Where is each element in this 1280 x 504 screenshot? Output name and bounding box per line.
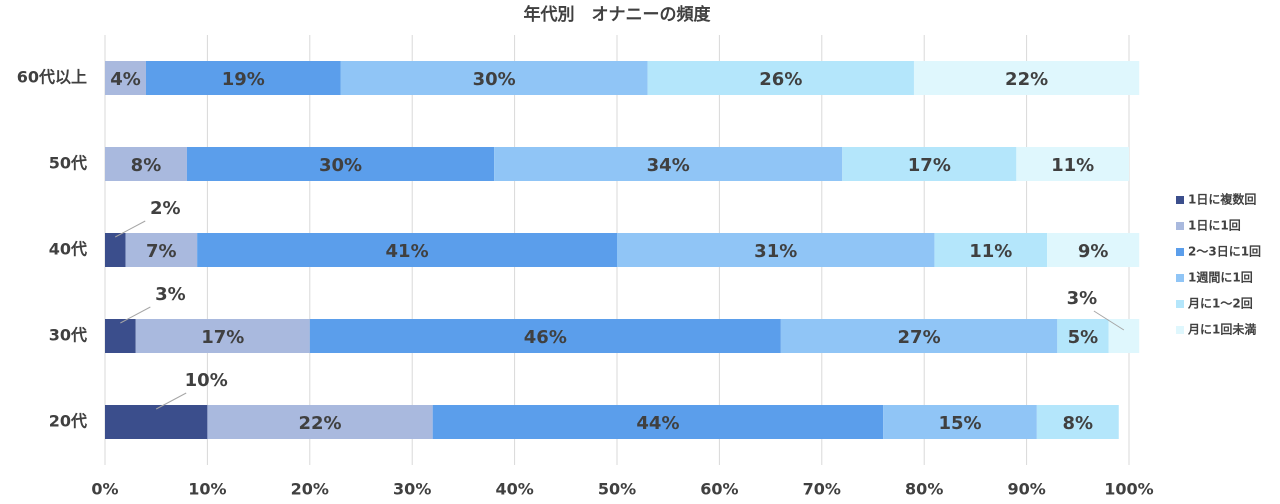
x-tick-label: 90% <box>1007 480 1045 499</box>
x-tick-label: 30% <box>393 480 431 499</box>
data-label: 34% <box>647 155 690 176</box>
bar-segment <box>309 319 781 353</box>
x-tick-label: 40% <box>495 480 533 499</box>
data-label: 46% <box>524 327 567 348</box>
y-tick-label: 40代 <box>49 240 87 259</box>
data-label: 3% <box>155 284 186 305</box>
data-label: 10% <box>185 370 228 391</box>
legend-swatch <box>1176 248 1184 256</box>
data-label: 3% <box>1067 288 1098 309</box>
data-label: 11% <box>969 241 1012 262</box>
bar-segment <box>135 319 310 353</box>
bar-segment <box>105 147 187 181</box>
legend-swatch <box>1176 196 1184 204</box>
legend-label: 2〜3日に1回 <box>1188 245 1261 259</box>
data-label: 22% <box>1005 69 1048 90</box>
x-tick-label: 0% <box>91 480 118 499</box>
bar-segment <box>1016 147 1129 181</box>
data-label: 8% <box>1063 413 1094 434</box>
data-label: 26% <box>759 69 802 90</box>
x-tick-label: 70% <box>803 480 841 499</box>
data-label: 11% <box>1051 155 1094 176</box>
data-label: 5% <box>1068 327 1099 348</box>
data-label: 9% <box>1078 241 1109 262</box>
bar-segment <box>1047 233 1140 267</box>
legend-label: 1日に複数回 <box>1188 192 1256 207</box>
data-label: 30% <box>473 69 516 90</box>
bar-segment <box>842 147 1017 181</box>
data-label: 4% <box>110 69 141 90</box>
bar-segment <box>1057 319 1109 353</box>
data-label: 22% <box>298 413 341 434</box>
bar-segment <box>105 405 208 439</box>
y-tick-label: 30代 <box>49 326 87 345</box>
bar-segment <box>883 405 1037 439</box>
bar-segment <box>934 233 1048 267</box>
data-label: 19% <box>222 69 265 90</box>
legend-swatch <box>1176 274 1184 282</box>
bar-segment <box>125 233 198 267</box>
data-label: 31% <box>754 241 797 262</box>
legend-swatch <box>1176 326 1184 334</box>
leader-line <box>120 306 151 324</box>
bar-segment <box>207 405 433 439</box>
y-tick-label: 20代 <box>49 412 87 431</box>
bar-segment <box>340 61 648 95</box>
x-tick-label: 10% <box>188 480 226 499</box>
bar-segment <box>105 233 126 267</box>
legend-label: 月に1回未満 <box>1187 322 1256 337</box>
bar-segment <box>1108 319 1140 353</box>
y-tick-label: 60代以上 <box>17 68 87 87</box>
leader-line <box>115 220 146 238</box>
y-tick-label: 50代 <box>49 154 87 173</box>
bar-segment <box>617 233 935 267</box>
legend-swatch <box>1176 222 1184 230</box>
bar-segment <box>913 61 1140 95</box>
bar-segment <box>780 319 1058 353</box>
x-tick-label: 50% <box>598 480 636 499</box>
data-label: 7% <box>146 241 177 262</box>
data-label: 27% <box>898 327 941 348</box>
legend-swatch <box>1176 300 1184 308</box>
data-label: 17% <box>201 327 244 348</box>
bar-segment <box>197 233 617 267</box>
bar-segment <box>494 147 843 181</box>
bar-segment <box>432 405 884 439</box>
x-tick-label: 20% <box>291 480 329 499</box>
data-label: 15% <box>938 413 981 434</box>
data-label: 41% <box>386 241 429 262</box>
bar-segment <box>105 61 146 95</box>
bar-segment <box>186 147 495 181</box>
data-label: 17% <box>908 155 951 176</box>
bar-segment <box>1036 405 1119 439</box>
bar-segment <box>105 319 136 353</box>
x-tick-label: 80% <box>905 480 943 499</box>
leader-line <box>1093 310 1125 331</box>
x-tick-label: 100% <box>1104 480 1153 499</box>
chart-title: 年代別 オナニーの頻度 <box>524 4 712 25</box>
bar-segment <box>647 61 914 95</box>
x-tick-label: 60% <box>700 480 738 499</box>
data-label: 30% <box>319 155 362 176</box>
data-label: 2% <box>150 198 181 219</box>
legend-label: 月に1〜2回 <box>1187 297 1253 311</box>
data-label: 8% <box>131 155 162 176</box>
legend-label: 1週間に1回 <box>1188 270 1253 285</box>
bar-segment <box>145 61 341 95</box>
leader-line <box>155 392 187 410</box>
legend-label: 1日に1回 <box>1188 219 1241 233</box>
data-label: 44% <box>636 413 679 434</box>
